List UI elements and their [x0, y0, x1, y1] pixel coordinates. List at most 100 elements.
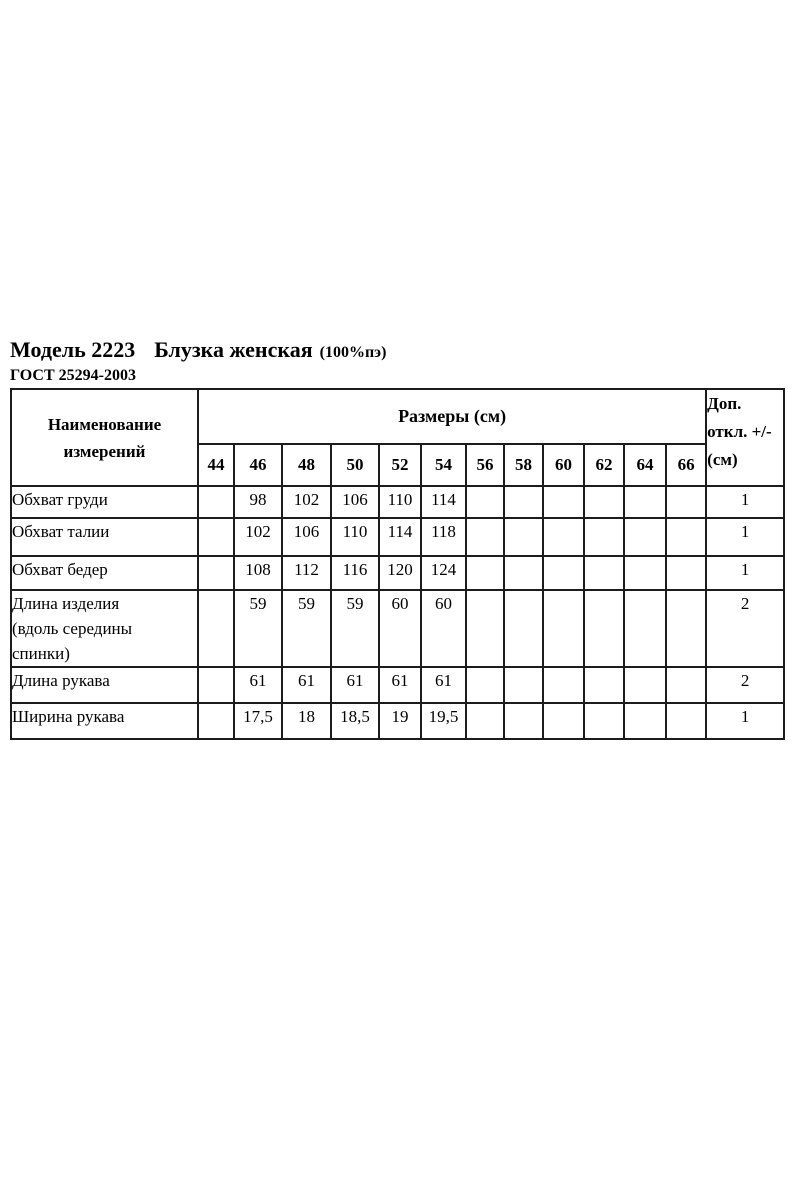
size-value-cell: 61 — [330, 666, 380, 704]
size-value-cell — [664, 555, 708, 591]
gost-standard: ГОСТ 25294-2003 — [10, 367, 136, 384]
size-value-cell — [503, 517, 544, 557]
tolerance-value-cell: 1 — [705, 702, 786, 740]
size-value-cell — [623, 666, 667, 704]
model-number: Модель 2223 — [10, 337, 136, 362]
size-value-cell: 61 — [281, 666, 332, 704]
table-row: Длина рукава 61 61 61 61 61 2 — [10, 666, 786, 704]
size-value-cell: 17,5 — [233, 702, 283, 740]
size-value-cell — [542, 485, 585, 519]
size-value-cell — [197, 517, 235, 557]
size-value-cell — [664, 517, 708, 557]
table-row: Обхват бедер 108 112 116 120 124 1 — [10, 555, 786, 591]
size-value-cell — [583, 589, 625, 668]
size-value-cell — [503, 555, 544, 591]
size-col-header: 46 — [233, 443, 283, 487]
table-row: Обхват груди 98 102 106 110 114 1 — [10, 485, 786, 519]
size-value-cell: 61 — [233, 666, 283, 704]
tolerance-header: Доп. откл. +/- (см) — [705, 388, 786, 487]
size-value-cell: 110 — [330, 517, 380, 557]
size-value-cell: 59 — [330, 589, 380, 668]
size-col-header: 62 — [583, 443, 625, 487]
size-value-cell: 61 — [420, 666, 467, 704]
size-value-cell — [664, 702, 708, 740]
size-value-cell: 120 — [378, 555, 422, 591]
measurement-row-label: Длина рукава — [10, 666, 199, 704]
product-name: Блузка женская — [154, 337, 313, 362]
size-col-header: 54 — [420, 443, 467, 487]
size-col-header: 48 — [281, 443, 332, 487]
table-header-row-sizes: 44 46 48 50 52 54 56 58 60 62 64 66 — [11, 443, 784, 487]
table-row: Обхват талии 102 106 110 114 118 1 — [10, 517, 786, 557]
measurement-row-label: Обхват бедер — [10, 555, 199, 591]
size-value-cell — [623, 485, 667, 519]
size-value-cell — [542, 589, 585, 668]
size-value-cell: 19,5 — [420, 702, 467, 740]
size-value-cell: 116 — [330, 555, 380, 591]
size-value-cell — [503, 485, 544, 519]
size-value-cell — [583, 485, 625, 519]
size-value-cell — [542, 666, 585, 704]
measurement-row-label: Обхват груди — [10, 485, 199, 519]
size-value-cell: 59 — [233, 589, 283, 668]
measurement-row-label: Ширина рукава — [10, 702, 199, 740]
size-col-header: 58 — [503, 443, 544, 487]
size-value-cell: 102 — [233, 517, 283, 557]
tolerance-value-cell: 2 — [705, 589, 786, 668]
tolerance-value-cell: 1 — [705, 485, 786, 519]
size-col-header: 44 — [197, 443, 235, 487]
size-value-cell — [542, 702, 585, 740]
document-title: Модель 2223 Блузка женская (100%пэ) — [10, 337, 783, 365]
size-value-cell: 102 — [281, 485, 332, 519]
size-value-cell: 118 — [420, 517, 467, 557]
size-value-cell: 19 — [378, 702, 422, 740]
size-value-cell: 114 — [378, 517, 422, 557]
size-value-cell — [583, 517, 625, 557]
size-table: Наименование измерений Размеры (см) Доп.… — [10, 388, 786, 740]
size-value-cell: 98 — [233, 485, 283, 519]
size-value-cell: 18 — [281, 702, 332, 740]
size-value-cell: 108 — [233, 555, 283, 591]
measurement-name-header: Наименование измерений — [10, 388, 199, 487]
size-value-cell — [623, 702, 667, 740]
size-value-cell — [465, 485, 505, 519]
size-value-cell: 112 — [281, 555, 332, 591]
size-value-cell — [503, 666, 544, 704]
size-value-cell: 124 — [420, 555, 467, 591]
size-value-cell — [197, 485, 235, 519]
size-value-cell: 106 — [330, 485, 380, 519]
size-col-header: 52 — [378, 443, 422, 487]
size-value-cell — [197, 589, 235, 668]
size-value-cell — [542, 555, 585, 591]
size-value-cell: 110 — [378, 485, 422, 519]
size-value-cell — [583, 702, 625, 740]
size-value-cell: 114 — [420, 485, 467, 519]
size-value-cell — [197, 555, 235, 591]
table-row: Длина изделия (вдоль середины спинки) 59… — [10, 589, 786, 668]
size-value-cell — [664, 666, 708, 704]
size-value-cell — [583, 666, 625, 704]
size-col-header: 60 — [542, 443, 585, 487]
size-value-cell: 61 — [378, 666, 422, 704]
size-value-cell — [465, 555, 505, 591]
measurement-row-label: Обхват талии — [10, 517, 199, 557]
measurement-row-label: Длина изделия (вдоль середины спинки) — [10, 589, 199, 668]
size-value-cell: 59 — [281, 589, 332, 668]
table-row: Ширина рукава 17,5 18 18,5 19 19,5 1 — [10, 702, 786, 740]
table-header-row-top: Наименование измерений Размеры (см) Доп.… — [10, 388, 786, 487]
size-value-cell — [465, 517, 505, 557]
size-value-cell — [503, 702, 544, 740]
size-value-cell — [503, 589, 544, 668]
size-col-header: 56 — [465, 443, 505, 487]
size-value-cell — [465, 589, 505, 668]
size-value-cell: 60 — [378, 589, 422, 668]
size-value-cell — [623, 589, 667, 668]
size-value-cell — [583, 555, 625, 591]
size-value-cell — [623, 555, 667, 591]
size-value-cell — [542, 517, 585, 557]
size-col-header: 66 — [664, 443, 708, 487]
size-value-cell — [465, 702, 505, 740]
tolerance-value-cell: 2 — [705, 666, 786, 704]
measurement-row-label-text: Длина изделия (вдоль середины спинки) — [12, 594, 133, 663]
